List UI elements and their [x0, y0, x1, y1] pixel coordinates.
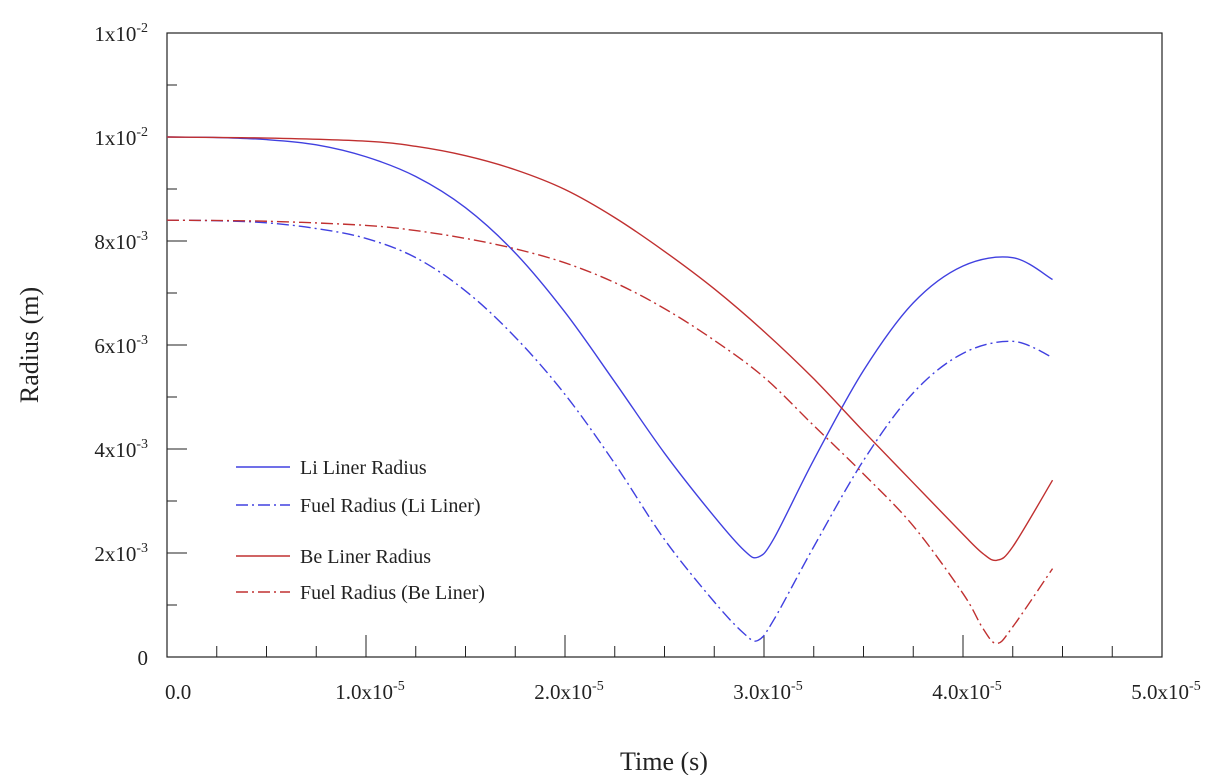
y-tick-label: 1x10-2 — [94, 125, 148, 150]
tick-marks — [167, 84, 1113, 657]
legend-label-fuel-radius-li-liner: Fuel Radius (Li Liner) — [300, 495, 481, 517]
x-tick-label: 0.0 — [165, 680, 191, 704]
x-tick-label: 5.0x10-5 — [1131, 679, 1200, 704]
series-line-fuel-radius-be-liner — [166, 219, 1054, 645]
series-line-fuel-radius-li-liner — [166, 219, 1053, 642]
x-axis-label: Time (s) — [620, 747, 708, 775]
legend-label-fuel-radius-be-liner: Fuel Radius (Be Liner) — [300, 582, 485, 604]
legend: Li Liner Radius Fuel Radius (Li Liner) Be … — [236, 457, 485, 604]
y-tick-label: 4x10-3 — [94, 437, 148, 462]
legend-label-li-liner-radius: Li Liner Radius — [300, 457, 427, 479]
series-line-li-liner-radius — [166, 136, 1053, 559]
x-tick-label: 2.0x10-5 — [534, 679, 603, 704]
y-tick-label: 2x10-3 — [94, 541, 148, 566]
y-tick-label: 0 — [138, 646, 149, 670]
x-tick-labels: 0.0 1.0x10-5 2.0x10-5 3.0x10-5 4.0x10-5 5.0x1… — [165, 679, 1201, 704]
y-tick-label: 8x10-3 — [94, 229, 148, 254]
legend-label-be-liner-radius: Be Liner Radius — [300, 546, 431, 568]
series-lines — [166, 136, 1054, 645]
y-tick-label: 6x10-3 — [94, 333, 148, 358]
x-tick-label: 1.0x10-5 — [335, 679, 404, 704]
y-axis-label: Radius (m) — [15, 287, 44, 403]
y-tick-label: 1x10-2 — [94, 21, 148, 46]
x-tick-label: 3.0x10-5 — [733, 679, 802, 704]
x-tick-label: 4.0x10-5 — [932, 679, 1001, 704]
y-tick-labels: 0 2x10-3 4x10-3 6x10-3 8x10-3 1x10-2 1x10-2 — [94, 21, 148, 670]
series-line-be-liner-radius — [166, 136, 1054, 562]
